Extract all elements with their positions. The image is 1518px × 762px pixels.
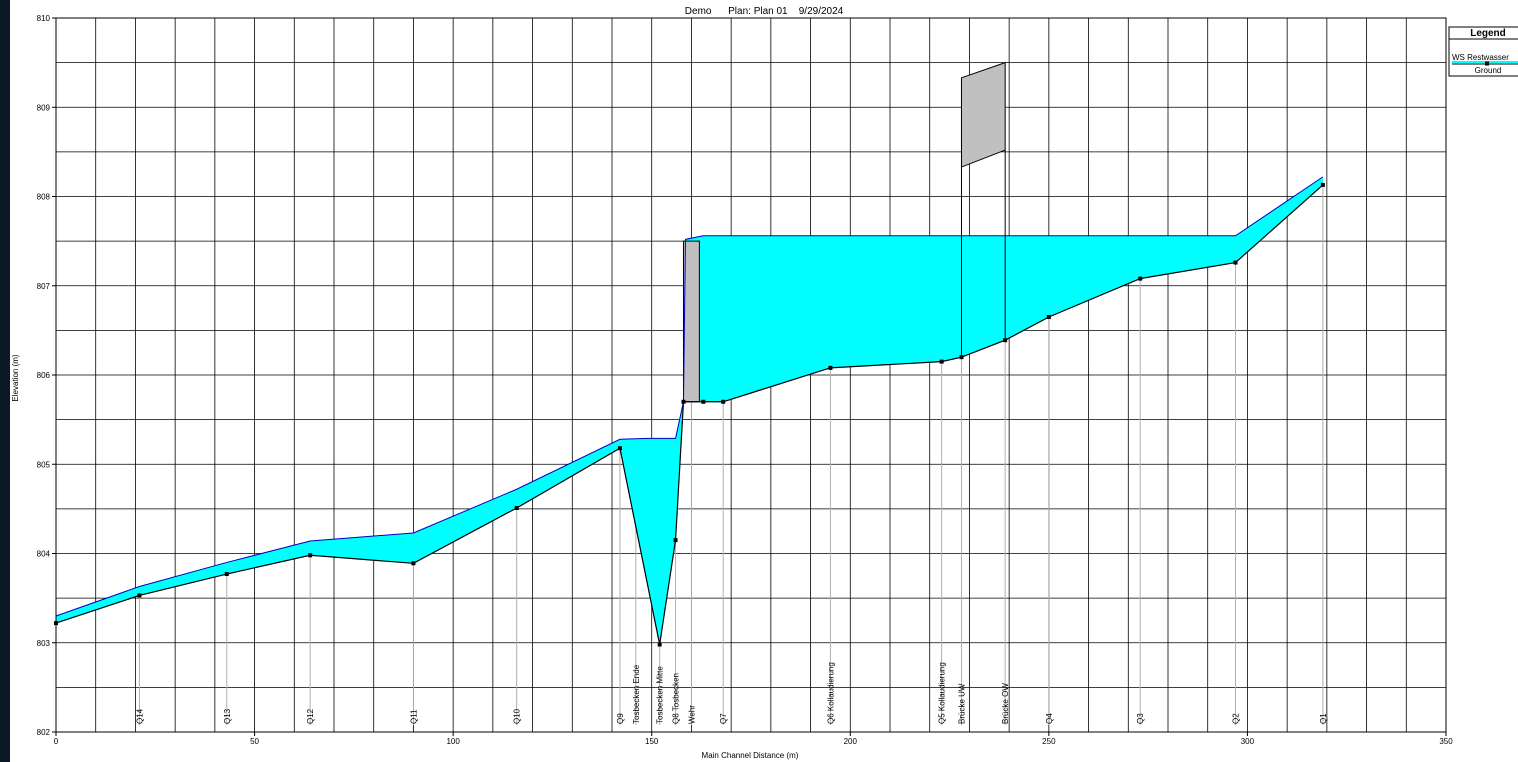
ws-line	[55, 176, 1324, 617]
cross-section-label: Q8 Tosbecken	[672, 673, 681, 724]
weir-structure	[682, 240, 700, 403]
water-fill	[56, 176, 1323, 645]
ground-point	[308, 553, 313, 558]
cross-section-label: Q14	[135, 708, 144, 724]
y-tick-label: 808	[37, 193, 51, 202]
x-tick-label: 350	[1439, 737, 1453, 746]
x-tick-label: 0	[54, 737, 59, 746]
ground-point	[617, 446, 622, 451]
x-tick-label: 300	[1241, 737, 1255, 746]
cross-section-label: Q11	[409, 709, 418, 724]
ground-point	[224, 572, 229, 577]
legend-entry-ground: Ground	[1475, 66, 1502, 75]
plot-window: Demo Plan: Plan 01 9/29/2024 Q14 Q13 Q12 Q1…	[10, 0, 1518, 762]
ground-point	[137, 593, 142, 598]
x-tick-label: 200	[844, 737, 858, 746]
legend-entry-ws: WS Restwasser	[1452, 53, 1509, 62]
ground-point	[939, 359, 944, 364]
x-tick-label: 150	[645, 737, 659, 746]
ground-point	[1046, 314, 1051, 319]
cross-section-label: Q7	[719, 713, 728, 724]
ground-point	[657, 642, 662, 647]
ground-point	[411, 561, 416, 566]
y-axis-label: Elevation (m)	[11, 354, 20, 401]
cross-section-label: Q6 Kollaudierung	[826, 662, 835, 724]
cross-section-label: Tosbecken Ende	[632, 664, 641, 724]
x-tick-label: 50	[250, 737, 259, 746]
legend: Legend WS Restwasser Ground	[1448, 26, 1518, 77]
ground-point	[828, 365, 833, 370]
cross-section-label: Q1	[1319, 713, 1328, 724]
x-axis-label: Main Channel Distance (m)	[702, 751, 799, 760]
chart-title: Demo Plan: Plan 01 9/29/2024	[684, 6, 844, 17]
ground-point	[1138, 276, 1143, 281]
legend-box	[1448, 26, 1518, 77]
y-tick-label: 805	[37, 460, 51, 469]
x-tick-label: 100	[446, 737, 460, 746]
ground-point	[1233, 260, 1238, 265]
ground-point	[673, 538, 678, 543]
cross-section-label: Brücke UW	[957, 683, 966, 724]
ground-point	[681, 399, 686, 404]
profile-chart: Q14 Q13 Q12 Q11 Q10 Q9 Tosbecken Ende Tosbecken…	[11, 14, 1518, 760]
cross-section-label: Q5 Kollaudierung	[938, 662, 947, 724]
legend-title: Legend	[1470, 28, 1506, 39]
water-area	[56, 176, 1323, 645]
ground-line	[55, 184, 1324, 645]
cross-section-label: Tosbecken Mitte	[656, 666, 665, 724]
bridge-deck	[960, 61, 1006, 168]
legend-ground-marker	[1485, 61, 1489, 66]
ground-point	[959, 355, 964, 360]
y-tick-label: 803	[37, 639, 51, 648]
ground-point	[701, 399, 706, 404]
ground-point	[721, 399, 726, 404]
y-tick-label: 804	[37, 550, 51, 559]
y-tick-label: 807	[37, 282, 51, 291]
ground-point	[1320, 182, 1325, 187]
cross-section-label: Brücke OW	[1001, 683, 1010, 724]
cross-section-label: Q3	[1136, 713, 1145, 724]
cross-section-label: Q10	[513, 708, 522, 724]
y-tick-label: 802	[37, 728, 51, 737]
y-tick-label: 806	[37, 371, 51, 380]
y-tick-label: 810	[37, 14, 51, 23]
cross-section-label: Q9	[616, 713, 625, 724]
cross-section-lines: Q14 Q13 Q12 Q11 Q10 Q9 Tosbecken Ende Tosbecken…	[135, 184, 1328, 725]
cross-section-label: Q2	[1232, 713, 1241, 724]
cross-section-label: Q13	[223, 708, 232, 724]
x-tick-label: 250	[1042, 737, 1056, 746]
structures	[682, 61, 1006, 403]
y-tick-label: 809	[37, 103, 51, 112]
axes: 0 50 100 150 200 250 300 350 802 803 804 805 806 807 8…	[37, 14, 1454, 746]
ground-point	[514, 505, 519, 510]
cross-section-label: Wehr	[687, 705, 696, 724]
cross-section-label: Q12	[306, 708, 315, 724]
ground-point	[1003, 338, 1008, 343]
series-lines	[54, 176, 1325, 647]
cross-section-label: Q4	[1045, 713, 1054, 724]
